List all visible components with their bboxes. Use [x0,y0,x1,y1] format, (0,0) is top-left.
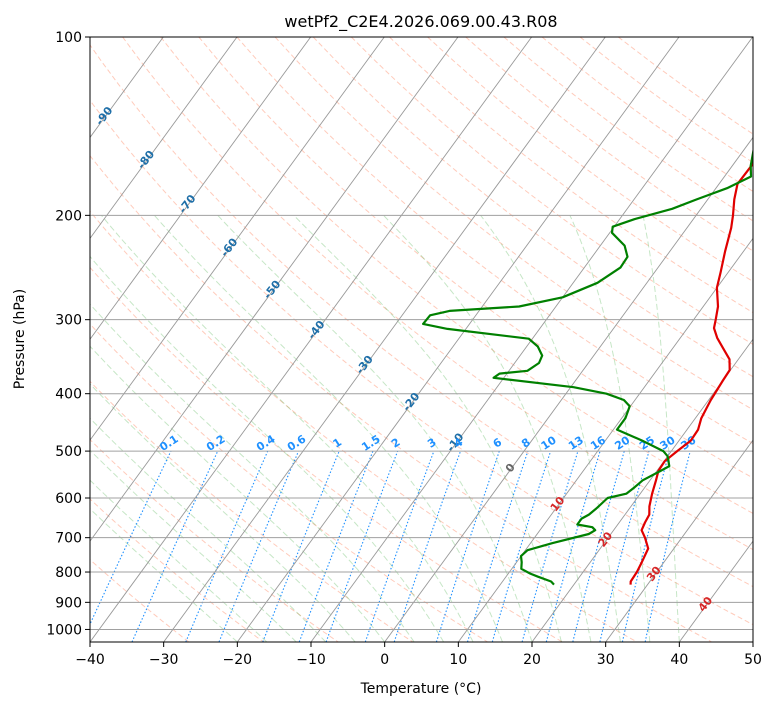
mixing-ratio-line [90,450,172,626]
mixing-ratio-line [644,450,691,642]
isotherm-line [90,37,385,441]
dry-adiabat [90,558,190,642]
y-tick-label: 200 [55,208,82,224]
x-tick-label: 30 [597,652,615,668]
mixing-ratio-line [572,450,625,642]
x-tick-label: 20 [523,652,541,668]
x-tick-label: −30 [149,652,179,668]
x-tick-label: −40 [75,652,105,668]
dry-adiabat [160,37,753,514]
isotherm-line [163,37,606,642]
isotherm-line [90,37,459,542]
mixing-ratio-line [466,450,529,642]
moist-adiabat [569,215,651,642]
dry-adiabat [90,99,753,626]
isotherm-line [457,237,753,642]
mixing-ratio-line [325,450,399,642]
moist-adiabat [90,255,445,642]
x-tick-label: −10 [296,652,326,668]
y-axis-ticks: 100 200 300 400 500 600 700 800 900 1000 [46,30,90,638]
moist-adiabat [90,508,238,642]
x-axis-ticks: −40 −30 −20 −10 0 10 20 30 40 50 [75,642,762,668]
plot-frame [89,36,754,643]
y-tick-label: 300 [55,313,82,329]
moist-adiabat [480,215,621,642]
dry-adiabat [274,37,753,411]
dry-adiabat [312,37,753,378]
dry-adiabat [90,438,339,642]
x-tick-label: −20 [223,652,253,668]
dry-adiabat [236,37,753,445]
x-tick-label: 0 [380,652,389,668]
isotherm-line [90,37,238,240]
y-tick-label: 500 [55,444,82,460]
mixing-ratio-line [545,450,601,642]
dewpoint-profile [422,147,753,586]
isotherm-line [310,37,753,642]
moist-adiabat [90,383,356,642]
dry-adiabat [90,266,563,642]
mixing-ratio-line [262,450,340,642]
moist-adiabat [383,214,592,642]
dry-adiabat [90,154,712,642]
mixing-ratio-line [364,450,435,642]
y-tick-label: 1000 [46,622,82,638]
mixing-ratio-line [621,450,671,642]
y-tick-label: 400 [55,387,82,403]
y-tick-label: 600 [55,491,82,507]
dry-adiabat [122,37,753,551]
dry-adiabat [350,37,753,345]
moist-adiabat [90,345,386,642]
isotherms [90,37,753,642]
isotherm-line [605,439,753,642]
mixing-ratio-line [298,450,374,642]
dry-adiabat [90,44,753,588]
dry-adiabat [198,37,753,479]
moist-adiabat [90,417,327,642]
moist-adiabat [90,479,268,642]
isobar-grid [90,37,753,630]
isotherm-line [90,37,312,341]
mixing-ratio-line [185,450,269,642]
moist-adiabat [642,215,680,642]
moist-adiabat [154,214,503,642]
chart-title: wetPf2_C2E4.2026.069.00.43.R08 [284,12,557,32]
isotherm-line [236,37,680,642]
mixing-ratio-line [435,450,500,642]
isotherm-line [90,37,533,642]
dry-adiabats [90,37,753,642]
mixing-ratio-line [521,450,579,642]
y-tick-label: 700 [55,531,82,547]
x-tick-label: 50 [744,652,762,668]
y-tick-label: 900 [55,595,82,611]
moist-adiabats [90,214,680,642]
x-tick-label: 40 [670,652,688,668]
y-tick-label: 100 [55,30,82,46]
mixing-ratio-line [218,450,300,642]
moist-adiabat [293,214,562,642]
profile-series [422,147,753,586]
y-tick-label: 800 [55,565,82,581]
x-axis-label: Temperature (°C) [360,681,482,697]
x-tick-label: 10 [449,652,467,668]
plot-area [90,37,753,642]
y-axis-label: Pressure (hPa) [12,289,28,389]
moist-adiabat [90,303,415,642]
moist-adiabat [101,214,474,642]
dry-adiabat [90,210,638,642]
moist-adiabat [217,214,533,642]
